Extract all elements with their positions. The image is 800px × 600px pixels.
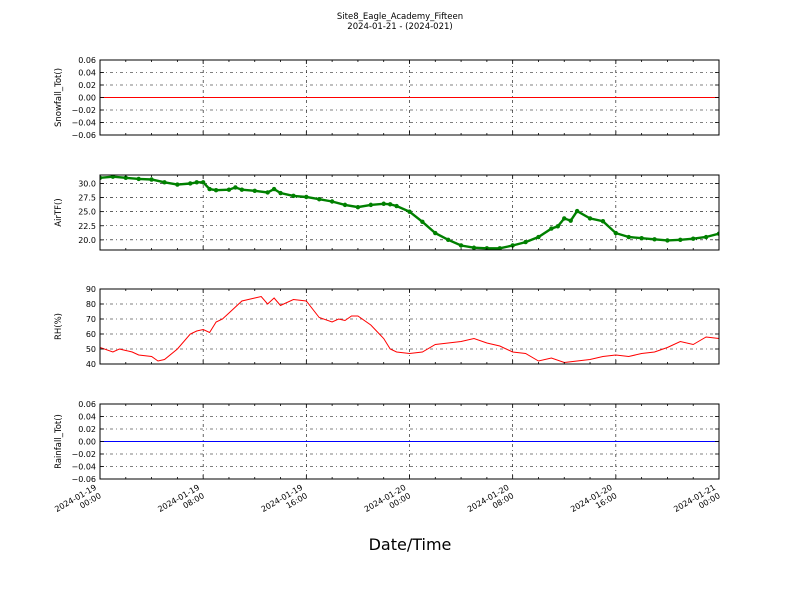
- data-point: [703, 234, 709, 240]
- data-point: [613, 230, 619, 236]
- y-tick-label: 20.0: [78, 236, 96, 245]
- y-axis-label: Rainfall_Tot(): [54, 414, 64, 469]
- x-axis-label: Date/Time: [369, 535, 452, 554]
- y-tick-label: 25.0: [78, 208, 96, 217]
- y-tick-label: 40: [86, 360, 96, 369]
- y-tick-label: 0.02: [78, 81, 96, 90]
- y-tick-label: 0.06: [78, 56, 96, 65]
- data-point: [471, 245, 477, 250]
- data-point: [665, 238, 670, 243]
- figure-title: Site8_Eagle_Academy_Fifteen: [337, 12, 463, 22]
- data-point: [445, 237, 451, 243]
- data-point: [194, 180, 199, 185]
- data-point: [639, 235, 644, 241]
- data-point: [536, 234, 541, 240]
- data-point: [368, 202, 374, 208]
- data-point: [387, 202, 393, 207]
- y-tick-label: −0.02: [71, 106, 96, 115]
- data-point: [355, 204, 361, 210]
- data-point: [329, 199, 335, 204]
- y-tick-label: 50: [86, 345, 96, 354]
- data-point: [271, 186, 277, 192]
- data-point: [252, 188, 257, 193]
- data-point: [420, 219, 425, 225]
- y-tick-label: 0.04: [78, 69, 96, 78]
- data-point: [233, 185, 238, 190]
- data-point: [304, 194, 309, 200]
- data-point: [291, 193, 296, 199]
- data-point: [175, 182, 180, 187]
- series-line: [100, 295, 719, 364]
- data-point: [523, 239, 528, 245]
- subplot-4: −0.06 −0.04 −0.02 0.00 0.02 0.04 0.06 Rainfall_…: [54, 400, 720, 484]
- data-point: [497, 246, 502, 250]
- data-point: [265, 190, 270, 195]
- subplot-2: 20.0 22.5 25.0 27.5 30.0 AirTF(): [54, 174, 720, 251]
- data-point: [652, 237, 657, 242]
- data-point: [200, 180, 206, 185]
- data-point: [213, 188, 219, 193]
- y-tick-label: 22.5: [78, 222, 96, 231]
- y-tick-label: 80: [86, 300, 96, 309]
- y-tick-label: −0.06: [71, 131, 96, 140]
- data-point: [407, 209, 412, 214]
- data-point: [381, 201, 386, 206]
- data-point: [136, 176, 141, 182]
- data-point: [433, 230, 438, 236]
- data-point: [555, 224, 561, 229]
- data-point: [626, 234, 631, 240]
- data-point: [123, 175, 128, 181]
- y-tick-label: −0.06: [71, 475, 96, 484]
- subplots: −0.06 −0.04 −0.02 0.00 0.02 0.04 0.06 Snowfall_…: [54, 56, 720, 484]
- data-point: [510, 243, 515, 248]
- data-point: [587, 216, 593, 221]
- data-point: [149, 177, 154, 182]
- data-point: [239, 187, 245, 192]
- data-point: [342, 202, 348, 208]
- data-point: [110, 175, 116, 179]
- y-tick-label: 27.5: [78, 194, 96, 203]
- y-tick-label: 90: [86, 285, 96, 294]
- y-tick-label: 0.00: [78, 94, 96, 103]
- data-point: [600, 219, 606, 224]
- data-point: [678, 237, 683, 243]
- figure-subtitle: 2024-01-21 - (2024-021): [347, 22, 452, 32]
- data-point: [574, 208, 580, 214]
- data-point: [549, 226, 554, 231]
- y-tick-label: 0.02: [78, 425, 96, 434]
- y-tick-label: 0.00: [78, 438, 96, 447]
- data-point: [226, 187, 232, 192]
- y-tick-label: −0.02: [71, 450, 96, 459]
- data-point: [278, 190, 283, 196]
- subplot-3: 40 50 60 70 80 90 RH(%): [54, 285, 720, 369]
- data-point: [394, 203, 399, 209]
- data-point: [207, 186, 212, 192]
- data-point: [162, 180, 167, 185]
- y-tick-label: 0.06: [78, 400, 96, 409]
- data-point: [691, 236, 696, 241]
- y-axis-label: Snowfall_Tot(): [54, 68, 64, 127]
- data-point: [562, 216, 567, 221]
- y-axis-label: RH(%): [54, 313, 64, 340]
- subplot-1: −0.06 −0.04 −0.02 0.00 0.02 0.04 0.06 Snowfall_…: [54, 56, 720, 140]
- data-point: [317, 197, 322, 202]
- y-tick-label: 30.0: [78, 179, 96, 188]
- data-point: [458, 243, 464, 248]
- y-tick-label: −0.04: [71, 119, 96, 128]
- data-point: [188, 181, 193, 186]
- data-point: [716, 231, 719, 236]
- y-tick-label: 0.04: [78, 413, 96, 422]
- data-point: [100, 175, 103, 181]
- y-axis-label: AirTF(): [54, 198, 64, 226]
- data-point: [568, 218, 573, 223]
- y-tick-label: −0.04: [71, 463, 96, 472]
- y-tick-label: 60: [86, 330, 96, 339]
- y-tick-label: 70: [86, 315, 96, 324]
